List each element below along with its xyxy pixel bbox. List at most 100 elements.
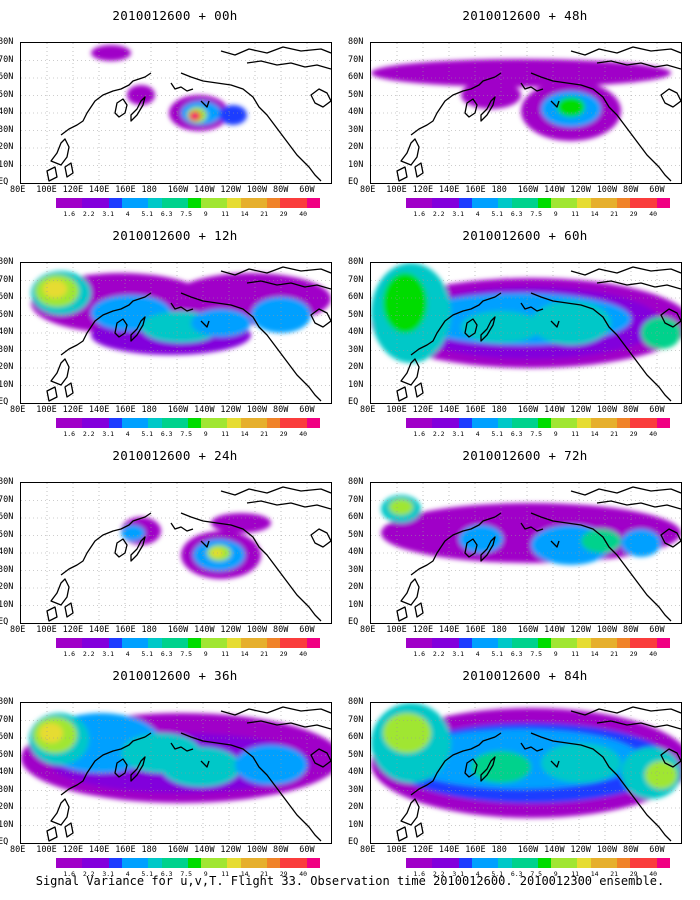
colorbar-swatch bbox=[240, 638, 254, 648]
coastline bbox=[170, 742, 194, 752]
colorbar-tick-label: 6.3 bbox=[160, 430, 173, 438]
lon-tick-label: 100W bbox=[246, 185, 268, 195]
lon-tick-label: 60W bbox=[649, 845, 665, 855]
variance-contour bbox=[383, 713, 431, 753]
coastline bbox=[400, 798, 420, 826]
lat-tick-label: 30N bbox=[348, 124, 364, 135]
colorbar-swatch bbox=[240, 418, 254, 428]
coastline bbox=[480, 96, 496, 122]
colorbar bbox=[56, 198, 320, 208]
colorbar-swatch bbox=[551, 418, 565, 428]
coastline bbox=[550, 100, 560, 108]
coastline bbox=[410, 72, 502, 136]
colorbar-swatch bbox=[577, 198, 591, 208]
colorbar-swatch bbox=[121, 418, 136, 428]
colorbar-tick-label: 9 bbox=[553, 650, 558, 658]
colorbar-swatch bbox=[95, 858, 109, 868]
lat-tick-label: 60N bbox=[348, 292, 364, 302]
lat-tick-label: EQ bbox=[0, 177, 9, 187]
colorbar-swatch bbox=[617, 638, 631, 648]
colorbar-swatch bbox=[148, 638, 162, 648]
lat-tick-label: 80N bbox=[348, 257, 364, 267]
lon-tick-label: 160W bbox=[517, 405, 539, 415]
coastline bbox=[130, 536, 146, 562]
map-canvas bbox=[21, 43, 331, 183]
lon-tick-label: 120W bbox=[220, 185, 241, 195]
lon-tick-label: 140W bbox=[544, 185, 565, 195]
colorbar-swatch bbox=[227, 638, 241, 648]
colorbar-tick-label: 7.5 bbox=[530, 650, 543, 658]
colorbar-swatch bbox=[174, 638, 188, 648]
coastline bbox=[660, 748, 681, 768]
coastline bbox=[50, 578, 70, 606]
panel-title: 2010012600 + 12h bbox=[112, 228, 238, 243]
colorbar-swatch bbox=[498, 198, 512, 208]
lon-tick-label: 60W bbox=[299, 845, 315, 855]
colorbar-swatch bbox=[148, 858, 162, 868]
colorbar-swatch bbox=[406, 638, 420, 648]
variance-contour bbox=[43, 280, 67, 298]
lat-tick-label: 60N bbox=[348, 72, 364, 82]
colorbar-tick-label: 4 bbox=[475, 430, 480, 438]
colorbar-tick-label: 7.5 bbox=[180, 870, 193, 878]
coastline bbox=[520, 522, 544, 532]
coastline bbox=[50, 138, 70, 166]
lon-tick-label: 120W bbox=[570, 405, 591, 415]
lon-tick-label: 100W bbox=[246, 845, 268, 855]
coastline bbox=[550, 540, 560, 548]
colorbar-swatch bbox=[432, 198, 446, 208]
lon-tick-label: 80E bbox=[360, 625, 376, 635]
lat-tick-label: 50N bbox=[0, 529, 14, 540]
coastline bbox=[114, 98, 128, 118]
coastline bbox=[114, 758, 128, 778]
map-canvas bbox=[21, 703, 331, 843]
colorbar-tick-label: 6.3 bbox=[160, 870, 173, 878]
coastline bbox=[130, 756, 146, 782]
colorbar-tick-label: 7.5 bbox=[530, 870, 543, 878]
lat-tick-label: 40N bbox=[0, 767, 14, 777]
colorbar-swatch bbox=[577, 418, 591, 428]
colorbar-swatch bbox=[419, 418, 433, 428]
colorbar-swatch bbox=[485, 858, 499, 868]
lon-tick-label: 140E bbox=[438, 185, 460, 195]
variance-contour bbox=[531, 301, 611, 345]
colorbar-tick-label: 7.5 bbox=[180, 650, 193, 658]
lon-tick-label: 180 bbox=[141, 405, 157, 415]
lat-tick-label: 50N bbox=[348, 749, 364, 760]
colorbar-tick-label: 40 bbox=[649, 430, 658, 438]
colorbar-tick-label: 40 bbox=[299, 430, 308, 438]
colorbar-swatch bbox=[135, 418, 149, 428]
map-panel: 2010012600 + 36h 80N 70N 60N 50N 40N 30N 20N 10N… bbox=[0, 660, 350, 885]
coastline bbox=[530, 512, 672, 622]
colorbar-tick-label: 7.5 bbox=[180, 430, 193, 438]
lon-tick-label: 140E bbox=[438, 405, 460, 415]
colorbar-swatch bbox=[656, 418, 670, 428]
lon-tick-label: 120W bbox=[220, 625, 241, 635]
map-canvas bbox=[371, 483, 681, 623]
colorbar-tick-label: 29 bbox=[279, 430, 288, 438]
coastline bbox=[60, 732, 152, 796]
colorbar-swatch bbox=[56, 638, 70, 648]
variance-contour bbox=[127, 85, 155, 105]
colorbar-tick-label: 9 bbox=[203, 870, 208, 878]
colorbar-tick-label: 6.3 bbox=[510, 430, 523, 438]
colorbar-tick-label: 5.1 bbox=[141, 430, 154, 438]
colorbar-tick-label: 3.1 bbox=[452, 210, 465, 218]
lon-tick-label: 100E bbox=[36, 185, 57, 195]
map-canvas bbox=[21, 483, 331, 623]
variance-contour bbox=[39, 723, 63, 743]
colorbar-swatch bbox=[214, 638, 228, 648]
colorbar-swatch bbox=[306, 198, 320, 208]
colorbar-swatch bbox=[590, 418, 604, 428]
colorbar-tick-label: 3.1 bbox=[102, 210, 115, 218]
colorbar-tick-label: 4 bbox=[125, 210, 130, 218]
panel-title: 2010012600 + 84h bbox=[462, 668, 588, 683]
lon-tick-label: 160W bbox=[167, 185, 189, 195]
colorbar-tick-label: 1.6 bbox=[63, 430, 76, 438]
coastline bbox=[596, 720, 681, 730]
colorbar-swatch bbox=[253, 858, 267, 868]
colorbar-swatch bbox=[214, 858, 228, 868]
panel-title: 2010012600 + 24h bbox=[112, 448, 238, 463]
lon-tick-label: 160W bbox=[517, 185, 539, 195]
colorbar-swatch bbox=[56, 418, 70, 428]
